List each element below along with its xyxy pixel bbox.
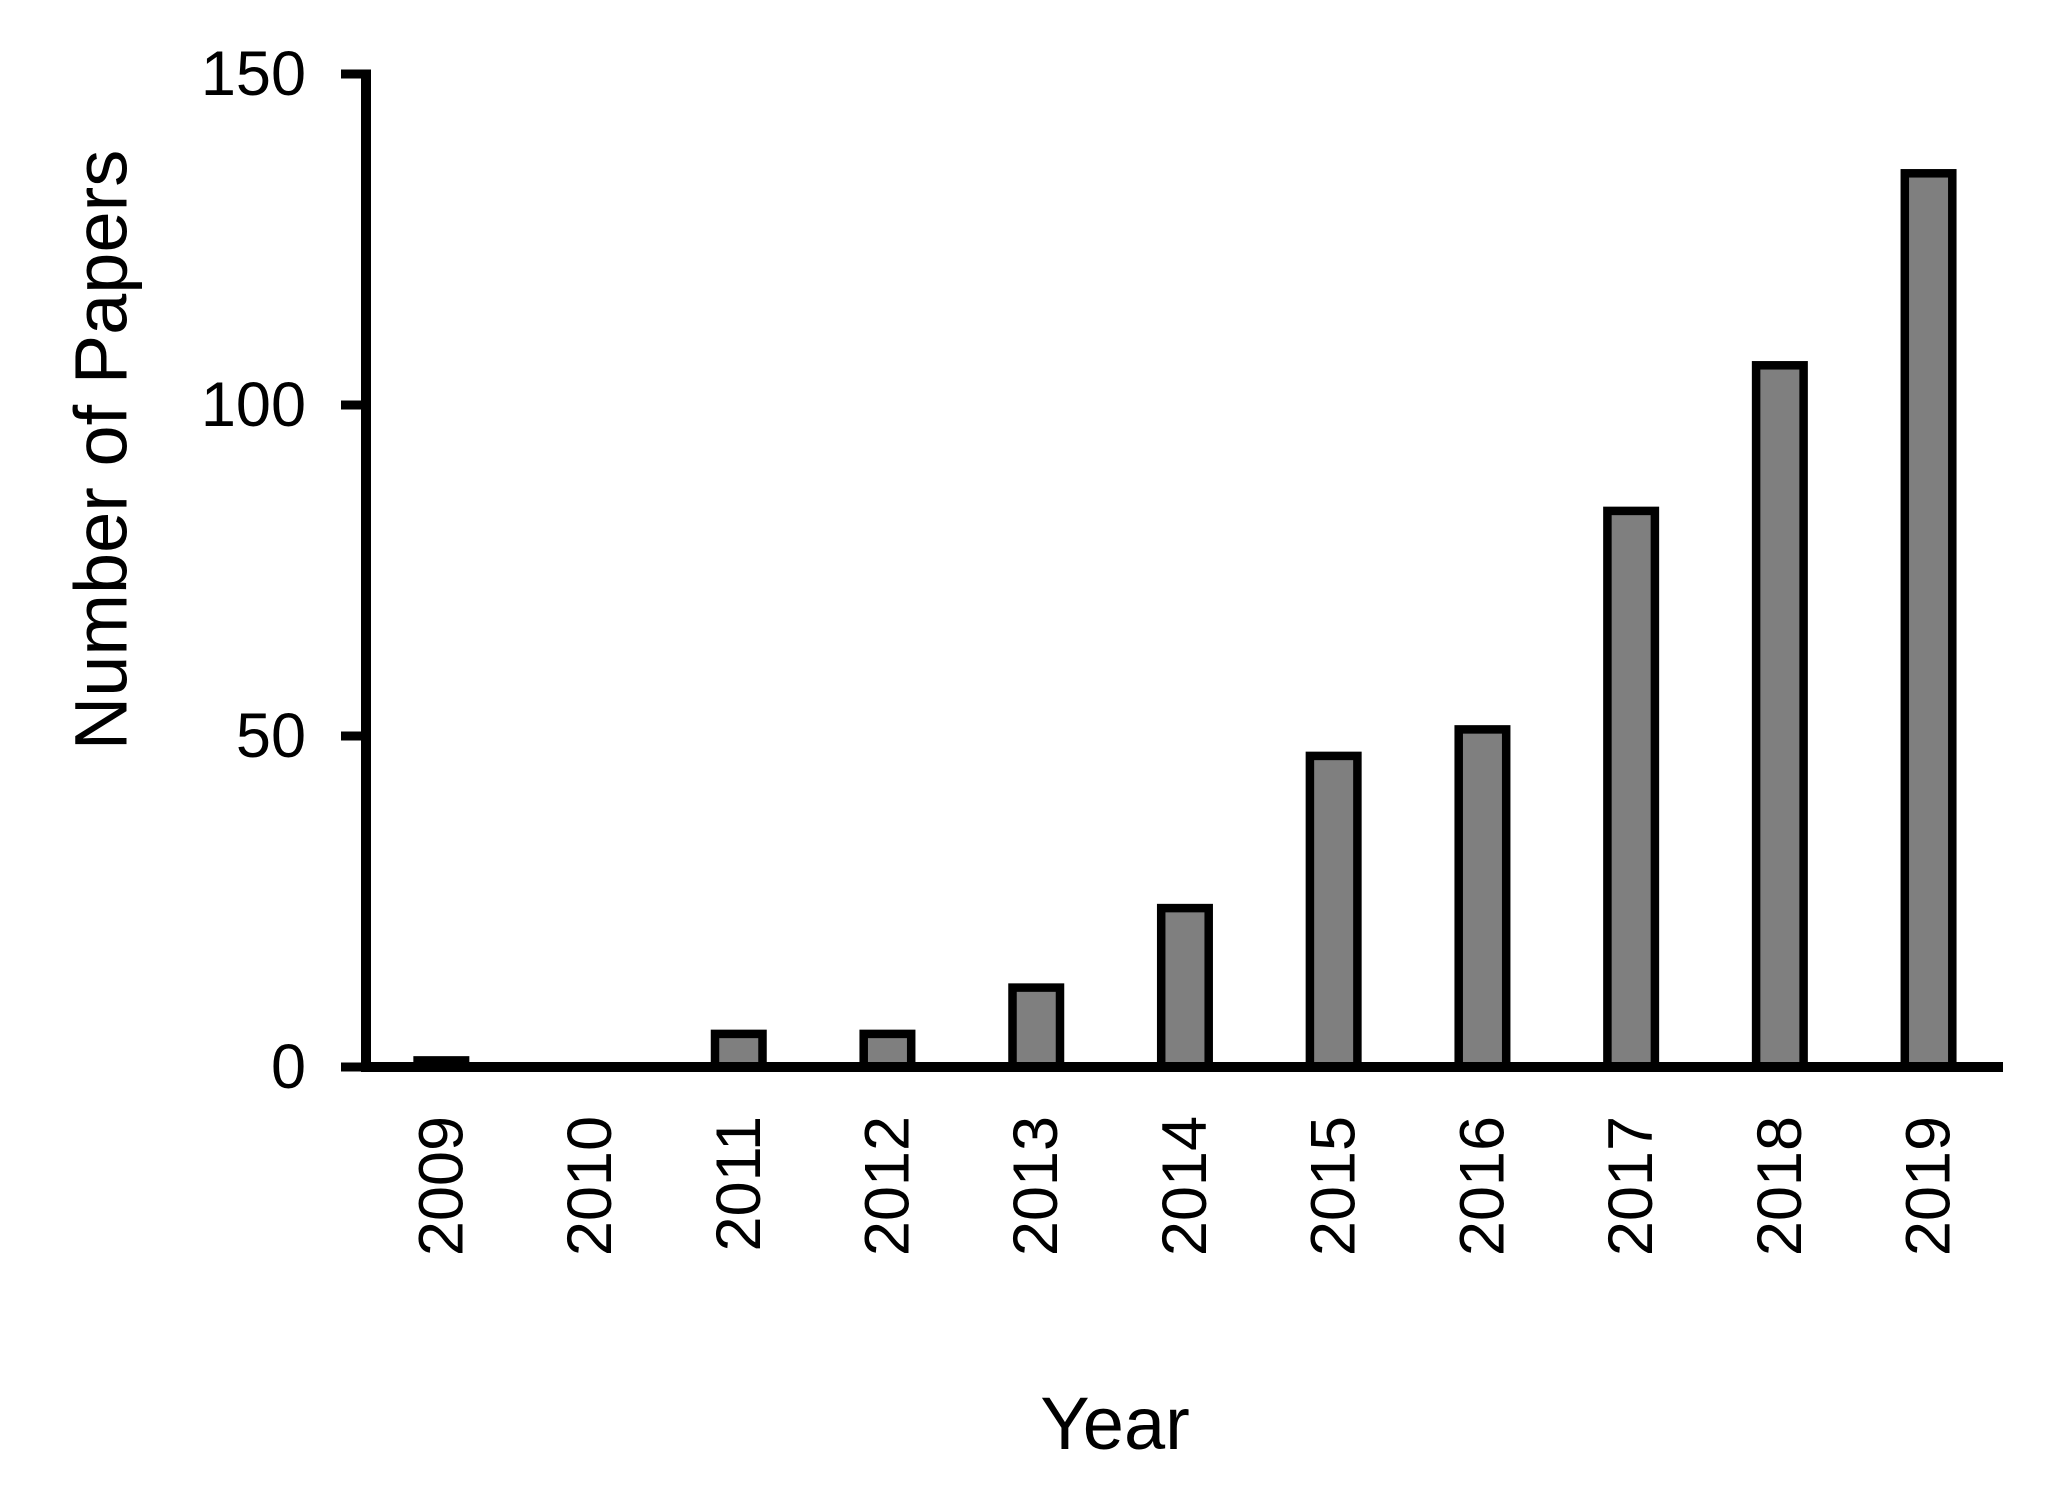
y-tick-label-100: 100 bbox=[201, 370, 306, 440]
y-tick-label-0: 0 bbox=[271, 1032, 306, 1102]
x-tick-label-2014: 2014 bbox=[1150, 1116, 1220, 1256]
y-tick-label-150: 150 bbox=[201, 39, 306, 109]
x-axis-title: Year bbox=[1040, 1382, 1190, 1465]
x-tick-label-2012: 2012 bbox=[853, 1116, 923, 1256]
bar-2019 bbox=[1900, 169, 1957, 1072]
bar-2017 bbox=[1603, 506, 1660, 1072]
x-tick-label-2018: 2018 bbox=[1745, 1116, 1815, 1256]
bar-2015 bbox=[1305, 751, 1362, 1072]
x-tick-label-2017: 2017 bbox=[1596, 1116, 1666, 1256]
x-tick-label-2010: 2010 bbox=[555, 1116, 625, 1256]
x-tick-label-2011: 2011 bbox=[704, 1116, 774, 1251]
x-tick-labels: 2009 2010 2011 2012 2013 2014 2015 2016 2017 2018… bbox=[406, 1116, 1963, 1256]
x-tick-label-2019: 2019 bbox=[1894, 1116, 1964, 1256]
axes-group bbox=[361, 69, 2003, 1072]
x-tick-label-2013: 2013 bbox=[1001, 1116, 1071, 1256]
bar-2013 bbox=[1008, 983, 1065, 1072]
y-tick-label-50: 50 bbox=[236, 701, 306, 771]
bar-2018 bbox=[1751, 361, 1808, 1072]
x-tick-label-2015: 2015 bbox=[1299, 1116, 1369, 1256]
y-axis-title: Number of Papers bbox=[60, 150, 143, 751]
x-tick-label-2016: 2016 bbox=[1447, 1116, 1517, 1256]
bar-2016 bbox=[1454, 725, 1511, 1072]
bar-2014 bbox=[1156, 903, 1213, 1072]
y-axis-ticks bbox=[341, 69, 366, 1072]
x-tick-label-2009: 2009 bbox=[406, 1116, 476, 1256]
bars-group bbox=[413, 169, 1957, 1072]
y-tick-labels: 0 50 100 150 bbox=[201, 39, 306, 1102]
